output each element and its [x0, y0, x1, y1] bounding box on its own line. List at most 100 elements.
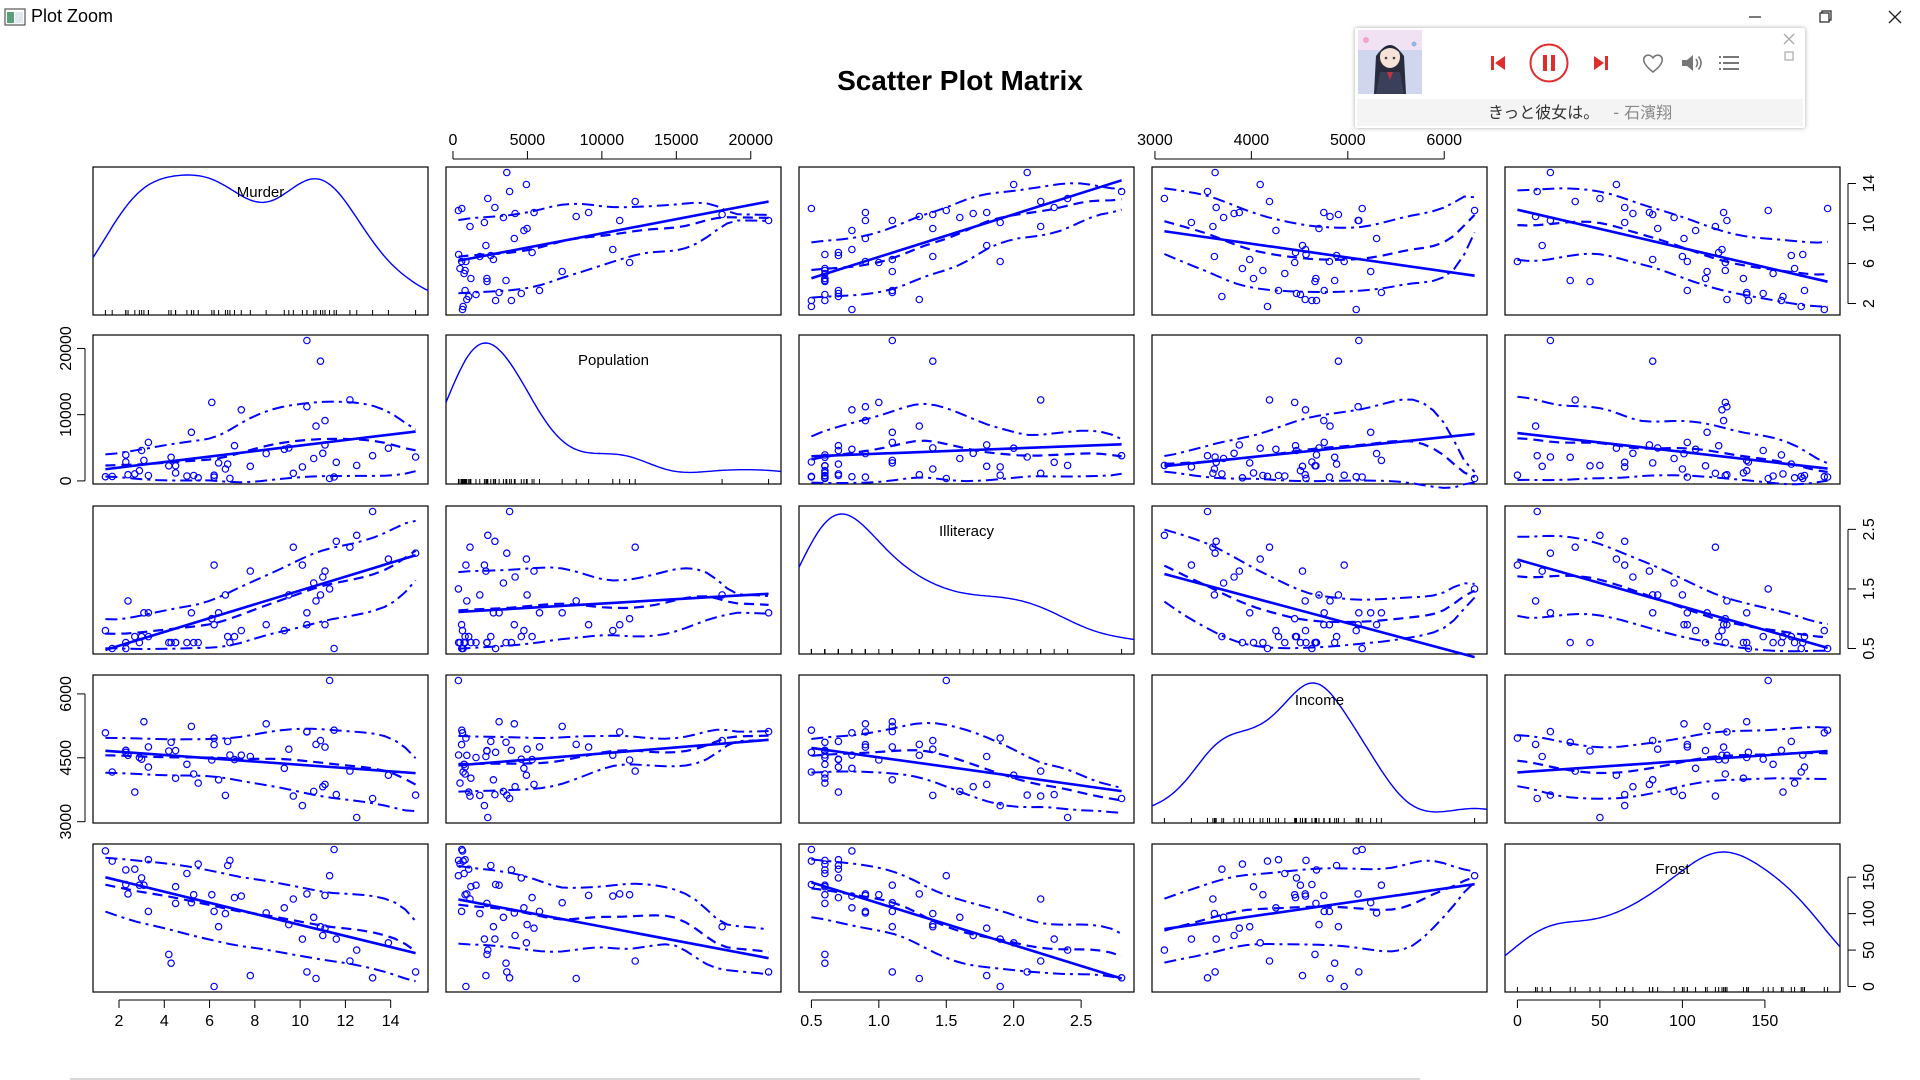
data-point	[982, 462, 991, 471]
density-curve-population	[445, 342, 782, 474]
data-point	[982, 924, 991, 933]
data-point	[491, 203, 499, 212]
data-point	[1265, 543, 1274, 552]
data-point	[309, 454, 318, 463]
data-point	[874, 890, 883, 899]
data-point	[1377, 608, 1386, 617]
data-point	[1759, 446, 1768, 455]
data-point	[807, 726, 816, 735]
data-point	[502, 959, 510, 968]
chart-title: Scatter Plot Matrix	[837, 65, 1083, 96]
data-point	[1259, 890, 1267, 899]
data-point	[1820, 472, 1829, 481]
data-point	[510, 620, 519, 629]
data-point	[144, 855, 153, 864]
regression-line	[105, 876, 416, 955]
data-point	[486, 737, 495, 746]
data-point	[472, 881, 480, 890]
data-point	[246, 567, 255, 575]
heart-icon[interactable]	[1641, 52, 1665, 74]
data-point	[502, 968, 511, 976]
volume-icon[interactable]	[1679, 52, 1705, 74]
data-point	[1546, 168, 1555, 177]
data-point	[522, 938, 531, 947]
data-point	[915, 422, 924, 430]
data-point	[1036, 396, 1045, 404]
data-point	[1281, 869, 1289, 878]
data-point	[1787, 251, 1796, 260]
panel-frame-income-murder	[92, 674, 429, 824]
data-point	[124, 890, 132, 898]
data-point	[1160, 946, 1169, 954]
data-point	[1759, 755, 1768, 764]
data-point	[246, 462, 255, 471]
data-point	[807, 857, 816, 865]
data-point	[1332, 460, 1341, 468]
data-point	[807, 845, 816, 854]
data-point	[483, 194, 492, 203]
data-point	[475, 909, 484, 918]
data-point	[631, 767, 640, 775]
minimize-button[interactable]	[1735, 4, 1775, 30]
regression-line	[811, 442, 1122, 458]
data-point	[834, 286, 843, 295]
data-point	[460, 269, 468, 278]
data-point	[505, 973, 514, 982]
data-point	[1256, 180, 1265, 189]
data-point	[325, 676, 334, 685]
previous-track-icon[interactable]	[1485, 50, 1511, 76]
data-point	[1210, 465, 1219, 473]
pause-button[interactable]	[1528, 42, 1570, 84]
data-point	[942, 206, 951, 215]
data-point	[321, 891, 329, 900]
data-point	[1296, 881, 1305, 890]
panel-frame-illiteracy-illiteracy	[798, 505, 1135, 655]
data-point	[584, 208, 593, 217]
data-point	[1645, 208, 1654, 217]
data-point	[522, 555, 531, 563]
data-point	[1797, 302, 1806, 311]
data-point	[1612, 180, 1621, 189]
data-point	[1629, 782, 1637, 791]
data-point	[1691, 226, 1700, 235]
tick-label-murder: 6	[1861, 259, 1878, 268]
data-point	[144, 608, 153, 617]
data-point	[834, 446, 843, 455]
close-player-icon[interactable]	[1781, 32, 1797, 46]
next-track-icon[interactable]	[1588, 50, 1614, 76]
data-point	[1742, 638, 1751, 647]
data-point	[1779, 788, 1787, 796]
data-point	[321, 620, 329, 629]
data-point	[457, 907, 466, 916]
data-point	[491, 296, 500, 305]
data-point	[1739, 774, 1748, 783]
data-point	[1259, 471, 1267, 480]
data-point	[517, 632, 526, 641]
spread-lower-line	[1517, 252, 1828, 308]
data-point	[384, 444, 393, 453]
tick-label-income: 5000	[1330, 132, 1366, 149]
tick-label-income: 3000	[58, 804, 75, 840]
tick-label-population: 5000	[510, 132, 546, 149]
diagonal-label-frost: Frost	[1655, 861, 1690, 878]
data-point	[1301, 470, 1310, 479]
panel-frame-murder-frost	[1504, 166, 1841, 316]
panel-frame-population-income	[1151, 334, 1488, 485]
data-point	[491, 880, 500, 889]
data-point	[615, 728, 624, 736]
tick-label-frost: 100	[1861, 900, 1878, 927]
restore-button[interactable]	[1805, 4, 1845, 30]
data-point	[1648, 255, 1657, 264]
data-point	[1701, 461, 1710, 470]
data-point	[144, 907, 153, 916]
data-point	[330, 845, 338, 854]
playlist-icon[interactable]	[1717, 52, 1741, 74]
data-point	[1620, 561, 1629, 569]
data-point	[368, 451, 377, 460]
mini-mode-icon[interactable]	[1783, 50, 1795, 62]
data-point	[821, 276, 829, 285]
data-point	[834, 865, 843, 874]
data-point	[1311, 461, 1319, 470]
data-point	[1513, 257, 1522, 266]
close-button[interactable]	[1875, 4, 1915, 30]
